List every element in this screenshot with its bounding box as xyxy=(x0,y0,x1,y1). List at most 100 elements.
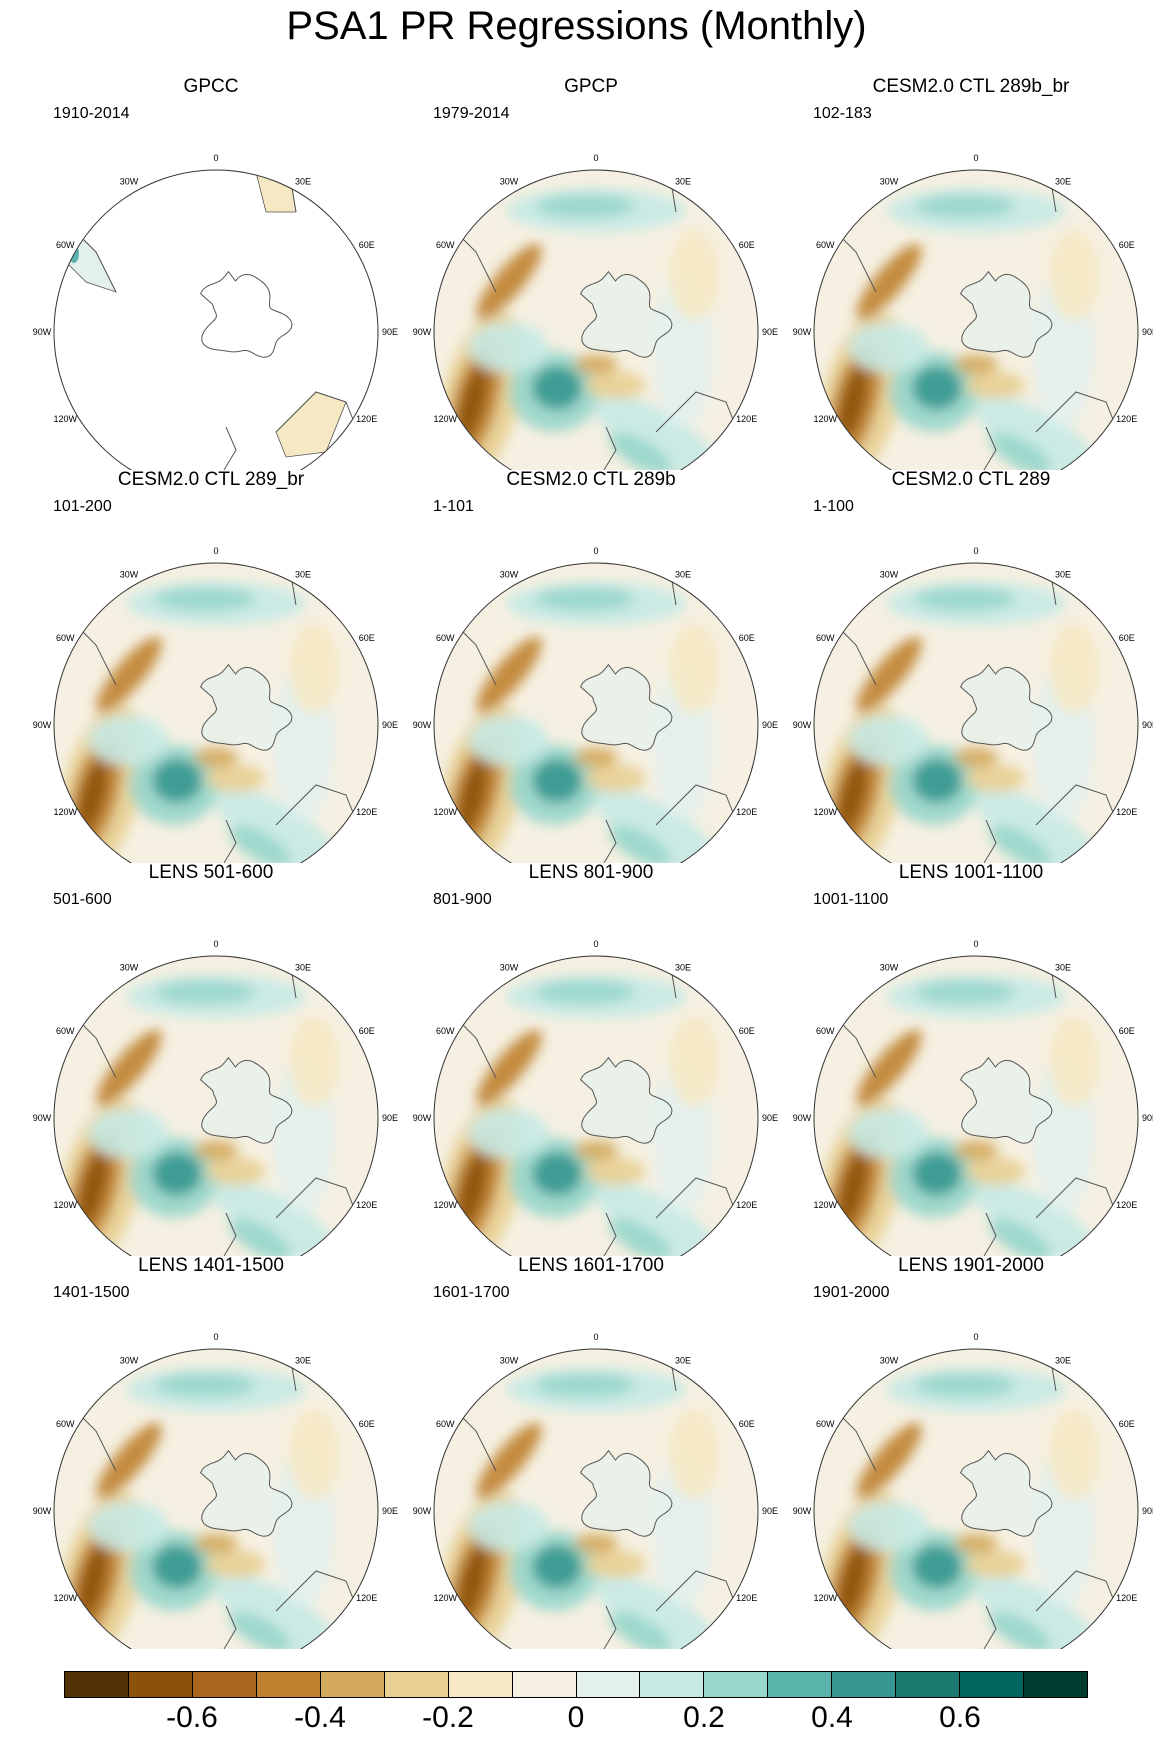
longitude-label: 120E xyxy=(1116,1593,1137,1603)
longitude-label: 0 xyxy=(213,546,218,556)
longitude-label: 120E xyxy=(356,807,377,817)
longitude-label: 90W xyxy=(33,1113,52,1123)
longitude-label: 30E xyxy=(675,962,691,972)
longitude-label: 90E xyxy=(1142,1506,1153,1516)
panel-title: LENS 1601-1700 xyxy=(518,1255,664,1276)
longitude-label: 0 xyxy=(973,153,978,163)
longitude-label: 90E xyxy=(1142,1113,1153,1123)
longitude-label: 60W xyxy=(56,1419,75,1429)
longitude-label: 90W xyxy=(413,1113,432,1123)
panel-period-label: 101-200 xyxy=(53,498,112,515)
longitude-label: 0 xyxy=(593,939,598,949)
colorbar-swatch xyxy=(128,1672,193,1697)
longitude-label: 30W xyxy=(500,176,519,186)
longitude-label: 90E xyxy=(762,327,778,337)
longitude-label: 60W xyxy=(436,240,455,250)
antarctica-coastline xyxy=(579,270,673,358)
polar-map: 030E60E90E120E150E180150W120W90W60W30W xyxy=(413,546,778,863)
map-panel: CESM2.0 CTL 289_br 101-200 0 30E 60E 90E 120E 1… xyxy=(20,468,402,863)
panel-title: LENS 1401-1500 xyxy=(138,1255,284,1276)
antarctica-coastline xyxy=(579,1449,673,1537)
map-panel: GPCC1910-2014030E60E90E120E150E180150W12… xyxy=(20,75,402,470)
longitude-label: 60W xyxy=(816,1419,835,1429)
antarctica-coastline xyxy=(959,663,1053,751)
antarctica-coastline xyxy=(959,1056,1053,1144)
colorbar-swatch xyxy=(832,1672,897,1697)
colorbar-swatch xyxy=(256,1672,321,1697)
polar-map: 030E60E90E120E150E180150W120W90W60W30W xyxy=(33,546,398,863)
panel-title: LENS 801-900 xyxy=(528,862,654,883)
panel-period-label: 102-183 xyxy=(813,105,872,122)
panel-title: LENS 1001-1100 xyxy=(898,862,1044,883)
map-panel: LENS 1401-15001401-1500030E60E90E120E150… xyxy=(20,1254,402,1649)
longitude-label: 90W xyxy=(793,720,812,730)
longitude-label: 0 xyxy=(213,939,218,949)
panel-period-label: 1401-1500 xyxy=(53,1284,130,1301)
regression-field xyxy=(434,170,758,470)
colorbar-swatch xyxy=(640,1672,705,1697)
polar-map: 030E60E90E120E150E180150W120W90W60W30W xyxy=(33,153,398,470)
longitude-label: 90E xyxy=(382,720,398,730)
panel-period-label: 1-100 xyxy=(813,498,854,515)
longitude-label: 30W xyxy=(500,1355,519,1365)
longitude-label: 90W xyxy=(413,720,432,730)
panel-title: GPCP xyxy=(564,76,618,97)
antarctica-coastline xyxy=(199,663,293,751)
longitude-label: 60E xyxy=(359,1026,375,1036)
map-panel: LENS 1601-17001601-1700030E60E90E120E150… xyxy=(400,1254,782,1649)
longitude-label: 120E xyxy=(736,807,757,817)
longitude-label: 120E xyxy=(736,1593,757,1603)
colorbar-tick-label: 0.4 xyxy=(811,1701,853,1734)
longitude-label: 30W xyxy=(120,962,139,972)
longitude-label: 30E xyxy=(295,176,311,186)
polar-map: 030E60E90E120E150E180150W120W90W60W30W xyxy=(793,546,1153,863)
colorbar-swatch xyxy=(65,1672,129,1697)
longitude-label: 120W xyxy=(54,807,78,817)
longitude-label: 30W xyxy=(500,962,519,972)
longitude-label: 30E xyxy=(1055,1355,1071,1365)
longitude-label: 0 xyxy=(593,1332,598,1342)
map-boundary xyxy=(433,1348,759,1649)
longitude-label: 60W xyxy=(816,633,835,643)
longitude-label: 30W xyxy=(120,569,139,579)
polar-map: 030E60E90E120E150E180150W120W90W60W30W xyxy=(793,1332,1153,1649)
panel-period-label: 1979-2014 xyxy=(433,105,510,122)
longitude-label: 0 xyxy=(593,153,598,163)
longitude-label: 30E xyxy=(295,1355,311,1365)
longitude-label: 120E xyxy=(1116,807,1137,817)
polar-map: 030E60E90E120E150E180150W120W90W60W30W xyxy=(793,939,1153,1256)
panel-period-label: 1601-1700 xyxy=(433,1284,510,1301)
antarctica-coastline xyxy=(199,1449,293,1537)
longitude-label: 30W xyxy=(880,962,899,972)
longitude-label: 30W xyxy=(880,176,899,186)
longitude-label: 120W xyxy=(434,1593,458,1603)
longitude-label: 60E xyxy=(739,1419,755,1429)
panel-period-label: 801-900 xyxy=(433,891,492,908)
longitude-label: 30W xyxy=(880,1355,899,1365)
longitude-label: 90E xyxy=(762,1506,778,1516)
longitude-label: 90E xyxy=(382,327,398,337)
longitude-label: 90W xyxy=(793,1506,812,1516)
colorbar-tick-label: 0.6 xyxy=(939,1701,981,1734)
antarctica-coastline xyxy=(579,663,673,751)
colorbar xyxy=(64,1671,1088,1698)
longitude-label: 120W xyxy=(434,807,458,817)
longitude-label: 30E xyxy=(1055,962,1071,972)
longitude-label: 90W xyxy=(33,720,52,730)
polar-map: 030E60E90E120E150E180150W120W90W60W30W xyxy=(793,153,1153,470)
longitude-label: 60E xyxy=(359,1419,375,1429)
colorbar-swatch xyxy=(512,1672,577,1697)
colorbar-tick-label: -0.4 xyxy=(294,1701,346,1734)
longitude-label: 30E xyxy=(295,569,311,579)
map-panel: CESM2.0 CTL 2891-100030E60E90E120E150E18… xyxy=(780,468,1153,863)
antarctica-coastline xyxy=(579,1056,673,1144)
map-boundary xyxy=(813,1348,1139,1649)
longitude-label: 30W xyxy=(880,569,899,579)
antarctica-coastline xyxy=(959,1449,1053,1537)
colorbar-swatch xyxy=(576,1672,641,1697)
longitude-label: 0 xyxy=(973,1332,978,1342)
longitude-label: 120E xyxy=(356,1593,377,1603)
longitude-label: 90E xyxy=(762,1113,778,1123)
